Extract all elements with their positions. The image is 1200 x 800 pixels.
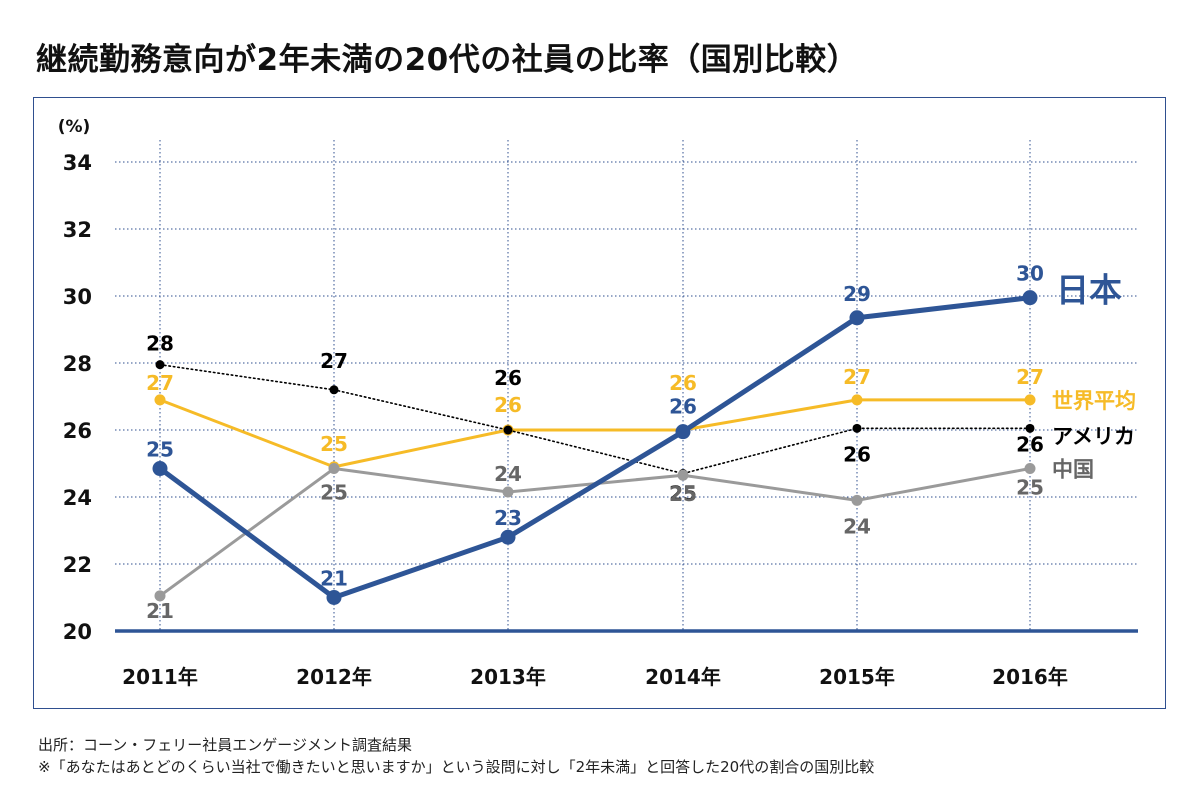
x-tick-label: 2016年 bbox=[992, 665, 1068, 689]
data-point-日本 bbox=[1022, 290, 1038, 306]
data-label-日本: 21 bbox=[320, 567, 348, 591]
chart-title: 継続勤務意向が2年未満の20代の社員の比率（国別比較） bbox=[36, 42, 859, 78]
data-point-中国 bbox=[677, 469, 689, 481]
data-label-世界平均: 25 bbox=[320, 432, 348, 456]
data-point-日本 bbox=[152, 461, 168, 477]
data-point-アメリカ bbox=[155, 360, 165, 370]
data-label-日本: 30 bbox=[1016, 262, 1044, 286]
data-label-日本: 23 bbox=[494, 506, 522, 530]
data-label-アメリカ: 27 bbox=[320, 349, 348, 373]
data-label-アメリカ: 26 bbox=[843, 442, 871, 466]
data-point-世界平均 bbox=[154, 394, 166, 406]
y-tick-label: 20 bbox=[63, 620, 92, 644]
y-tick-label: 22 bbox=[63, 553, 92, 577]
data-label-アメリカ: 28 bbox=[146, 332, 174, 356]
data-label-世界平均: 26 bbox=[669, 371, 697, 395]
data-point-日本 bbox=[326, 590, 342, 605]
chart-frame bbox=[33, 97, 1166, 709]
legend-label-中国: 中国 bbox=[1052, 458, 1094, 482]
y-tick-label: 24 bbox=[63, 486, 92, 510]
data-label-世界平均: 26 bbox=[494, 393, 522, 417]
y-tick-label: 28 bbox=[63, 352, 92, 376]
data-point-中国 bbox=[1024, 463, 1036, 475]
x-tick-label: 2012年 bbox=[296, 665, 372, 689]
data-label-中国: 25 bbox=[669, 482, 697, 506]
series-line-世界平均 bbox=[158, 398, 1032, 469]
data-label-中国: 24 bbox=[494, 462, 522, 486]
data-label-日本: 29 bbox=[843, 282, 871, 306]
data-label-世界平均: 27 bbox=[146, 371, 174, 395]
data-point-中国 bbox=[851, 494, 863, 506]
y-tick-label: 34 bbox=[63, 151, 92, 175]
x-tick-label: 2011年 bbox=[122, 665, 198, 689]
data-label-アメリカ: 26 bbox=[1016, 432, 1044, 456]
data-point-中国 bbox=[154, 590, 166, 602]
x-tick-label: 2013年 bbox=[470, 665, 546, 689]
data-point-アメリカ bbox=[852, 423, 862, 433]
y-tick-label: 26 bbox=[63, 419, 92, 443]
data-point-アメリカ bbox=[1025, 423, 1035, 433]
data-label-アメリカ: 26 bbox=[494, 366, 522, 390]
chart-footer: 出所：コーン・フェリー社員エンゲージメント調査結果 ※「あなたはあとどのくらい当… bbox=[38, 734, 874, 778]
survey-note: ※「あなたはあとどのくらい当社で働きたいと思いますか」という設問に対し「2年未満… bbox=[38, 758, 875, 776]
data-point-日本 bbox=[500, 529, 516, 545]
data-point-アメリカ bbox=[503, 425, 513, 435]
data-label-世界平均: 27 bbox=[843, 365, 871, 389]
legend-label-日本: 日本 bbox=[1056, 271, 1122, 310]
y-unit-label: (%) bbox=[58, 117, 91, 137]
data-label-日本: 26 bbox=[669, 395, 697, 419]
data-label-アメリカ: 25 bbox=[669, 482, 697, 506]
data-label-中国: 21 bbox=[146, 599, 174, 623]
x-tick-label: 2014年 bbox=[645, 665, 721, 689]
data-point-日本 bbox=[849, 310, 865, 326]
series-line-アメリカ bbox=[159, 363, 1031, 475]
x-tick-label: 2015年 bbox=[819, 665, 895, 689]
data-label-中国: 25 bbox=[1016, 476, 1044, 500]
legend-label-世界平均: 世界平均 bbox=[1052, 389, 1136, 413]
y-tick-label: 30 bbox=[63, 285, 92, 309]
source-note: 出所：コーン・フェリー社員エンゲージメント調査結果 bbox=[38, 736, 412, 754]
y-tick-label: 32 bbox=[63, 218, 92, 242]
data-point-中国 bbox=[328, 463, 340, 475]
data-label-日本: 25 bbox=[146, 438, 174, 462]
data-point-中国 bbox=[502, 486, 514, 498]
series-line-日本 bbox=[157, 295, 1033, 600]
data-point-アメリカ bbox=[329, 385, 339, 395]
data-point-世界平均 bbox=[1024, 394, 1036, 406]
legend-label-アメリカ: アメリカ bbox=[1052, 424, 1135, 448]
data-point-日本 bbox=[675, 424, 691, 440]
data-label-中国: 25 bbox=[320, 481, 348, 505]
data-label-世界平均: 27 bbox=[1016, 365, 1044, 389]
data-label-中国: 24 bbox=[843, 514, 871, 538]
data-point-世界平均 bbox=[851, 394, 863, 406]
